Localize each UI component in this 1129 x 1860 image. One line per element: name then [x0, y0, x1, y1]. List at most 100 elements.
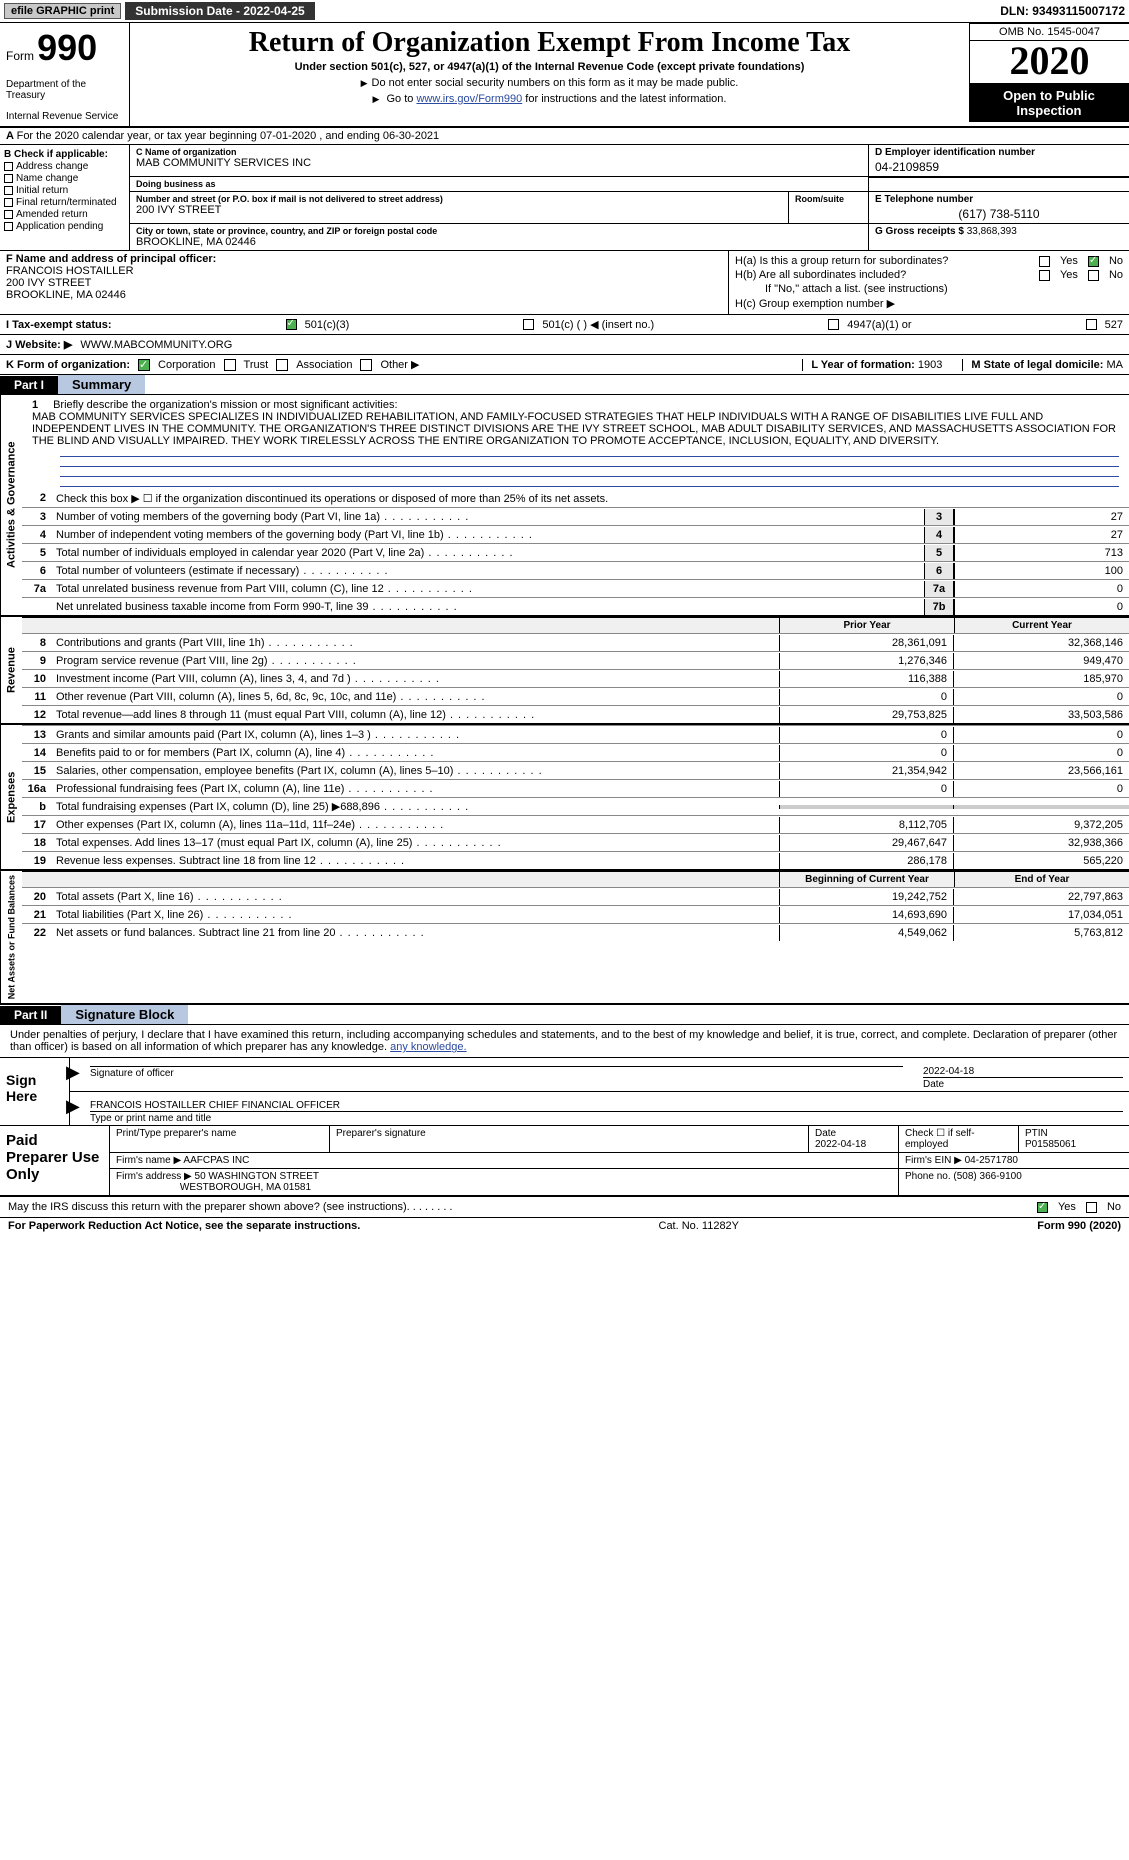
table-row: 11Other revenue (Part VIII, column (A), …	[22, 687, 1129, 705]
sig-arrow2-icon: ▶	[66, 1096, 80, 1117]
vbar-netassets: Net Assets or Fund Balances	[0, 871, 22, 1003]
officer-name-title: FRANCOIS HOSTAILLER CHIEF FINANCIAL OFFI…	[90, 1100, 340, 1111]
cat-no: Cat. No. 11282Y	[360, 1220, 1037, 1232]
blank-d	[869, 177, 1129, 191]
block-bcdeg: B Check if applicable: Address change Na…	[0, 145, 1129, 251]
header-mid: Return of Organization Exempt From Incom…	[130, 23, 969, 126]
chk-application-pending[interactable]: Application pending	[4, 221, 125, 232]
city-cell: City or town, state or province, country…	[130, 224, 869, 250]
chk-name-change[interactable]: Name change	[4, 173, 125, 184]
tel-cell: E Telephone number (617) 738-5110	[869, 192, 1129, 223]
h-b-row: H(b) Are all subordinates included? Yes …	[735, 269, 1123, 281]
mission-body: MAB COMMUNITY SERVICES SPECIALIZES IN IN…	[32, 411, 1119, 447]
discuss-row: May the IRS discuss this return with the…	[0, 1197, 1129, 1218]
section-netassets: Net Assets or Fund Balances Beginning of…	[0, 871, 1129, 1005]
org-name-cell: C Name of organization MAB COMMUNITY SER…	[130, 145, 869, 176]
sig-officer-hint: Signature of officer	[90, 1066, 903, 1079]
col-end: End of Year	[954, 872, 1129, 887]
k-other[interactable]	[360, 359, 372, 371]
pt-check[interactable]: Check ☐ if self-employed	[899, 1126, 1019, 1152]
firm-addr1: 50 WASHINGTON STREET	[195, 1171, 319, 1182]
firm-addr2: WESTBOROUGH, MA 01581	[180, 1182, 311, 1193]
any-knowledge-link[interactable]: any knowledge.	[390, 1041, 466, 1053]
col-b-label: B Check if applicable:	[4, 149, 125, 160]
table-row: 9Program service revenue (Part VIII, lin…	[22, 651, 1129, 669]
instr-link: Go to www.irs.gov/Form990 for instructio…	[138, 93, 961, 105]
officer-name: FRANCOIS HOSTAILLER	[6, 265, 722, 277]
chk-address-change[interactable]: Address change	[4, 161, 125, 172]
form-ref: Form 990 (2020)	[1037, 1220, 1121, 1232]
header-right: OMB No. 1545-0047 2020 Open to Public In…	[969, 23, 1129, 126]
k-assoc[interactable]	[276, 359, 288, 371]
paid-preparer-block: Paid Preparer Use Only Print/Type prepar…	[0, 1126, 1129, 1197]
sign-here-block: Sign Here ▶ Signature of officer 2022-04…	[0, 1058, 1129, 1126]
city-value: BROOKLINE, MA 02446	[136, 236, 862, 248]
l-cell: L Year of formation: 1903	[802, 359, 942, 371]
discuss-no[interactable]	[1086, 1202, 1097, 1213]
col-prior: Prior Year	[779, 618, 954, 633]
table-row: 8Contributions and grants (Part VIII, li…	[22, 633, 1129, 651]
table-row: 19Revenue less expenses. Subtract line 1…	[22, 851, 1129, 869]
table-row: 15Salaries, other compensation, employee…	[22, 761, 1129, 779]
table-row: 18Total expenses. Add lines 13–17 (must …	[22, 833, 1129, 851]
h-a-row: H(a) Is this a group return for subordin…	[735, 255, 1123, 267]
submission-date-button[interactable]: Submission Date - 2022-04-25	[125, 2, 314, 20]
officer-city: BROOKLINE, MA 02446	[6, 289, 722, 301]
form-subtitle: Under section 501(c), 527, or 4947(a)(1)…	[138, 61, 961, 73]
street-value: 200 IVY STREET	[136, 204, 782, 216]
chk-amended[interactable]: Amended return	[4, 209, 125, 220]
ein-value: 04-2109859	[875, 160, 1123, 174]
k-corp[interactable]	[138, 359, 150, 371]
table-row: 10Investment income (Part VIII, column (…	[22, 669, 1129, 687]
efile-button[interactable]: efile GRAPHIC print	[4, 3, 121, 19]
tax-year: 2020	[969, 41, 1129, 84]
topbar: efile GRAPHIC print Submission Date - 20…	[0, 0, 1129, 23]
header-left: Form 990 Department of the Treasury Inte…	[0, 23, 130, 126]
chk-final-return[interactable]: Final return/terminated	[4, 197, 125, 208]
table-row: 17Other expenses (Part IX, column (A), l…	[22, 815, 1129, 833]
col-f: F Name and address of principal officer:…	[0, 251, 729, 314]
irs-link[interactable]: www.irs.gov/Form990	[416, 93, 522, 105]
discuss-yes[interactable]	[1037, 1202, 1048, 1213]
table-row: 3Number of voting members of the governi…	[22, 507, 1129, 525]
table-row: 16aProfessional fundraising fees (Part I…	[22, 779, 1129, 797]
prep-row1: Print/Type preparer's name Preparer's si…	[110, 1126, 1129, 1153]
form-title: Return of Organization Exempt From Incom…	[138, 27, 961, 59]
m-cell: M State of legal domicile: MA	[962, 359, 1123, 371]
pt-date: Date2022-04-18	[809, 1126, 899, 1152]
col-current: Current Year	[954, 618, 1129, 633]
ha-no[interactable]	[1088, 256, 1099, 267]
chk-initial-return[interactable]: Initial return	[4, 185, 125, 196]
name-title-hint: Type or print name and title	[90, 1111, 1123, 1124]
hb-no[interactable]	[1088, 270, 1099, 281]
sign-here-label: Sign Here	[0, 1058, 70, 1125]
table-row: 6Total number of volunteers (estimate if…	[22, 561, 1129, 579]
table-row: bTotal fundraising expenses (Part IX, co…	[22, 797, 1129, 815]
table-row: 22Net assets or fund balances. Subtract …	[22, 923, 1129, 941]
org-name: MAB COMMUNITY SERVICES INC	[136, 157, 862, 169]
mission-block: 1 Briefly describe the organization's mi…	[22, 395, 1129, 489]
ha-yes[interactable]	[1039, 256, 1050, 267]
table-row: Net unrelated business taxable income fr…	[22, 597, 1129, 615]
col-begin: Beginning of Current Year	[779, 872, 954, 887]
vbar-revenue: Revenue	[0, 617, 22, 723]
sig-date-value: 2022-04-18	[923, 1066, 974, 1077]
gross-cell: G Gross receipts $ 33,868,393	[869, 224, 1129, 250]
i-527[interactable]	[1086, 319, 1097, 330]
firm-name: AAFCPAS INC	[183, 1155, 249, 1166]
i-4947[interactable]	[828, 319, 839, 330]
part2-tag: Part II	[0, 1006, 61, 1024]
line-j: J Website: ▶ WWW.MABCOMMUNITY.ORG	[0, 335, 1129, 355]
line-i: I Tax-exempt status: 501(c)(3) 501(c) ( …	[0, 315, 1129, 335]
hb-yes[interactable]	[1039, 270, 1050, 281]
k-trust[interactable]	[224, 359, 236, 371]
room-cell: Room/suite	[789, 192, 869, 223]
rev-header: Prior Year Current Year	[22, 617, 1129, 633]
dept-irs: Internal Revenue Service	[6, 111, 123, 122]
table-row: 12Total revenue—add lines 8 through 11 (…	[22, 705, 1129, 723]
instr-ssn: Do not enter social security numbers on …	[138, 77, 961, 89]
i-501c3[interactable]	[286, 319, 297, 330]
hb-note: If "No," attach a list. (see instruction…	[735, 283, 1123, 295]
tel-value: (617) 738-5110	[875, 207, 1123, 221]
i-501c[interactable]	[523, 319, 534, 330]
